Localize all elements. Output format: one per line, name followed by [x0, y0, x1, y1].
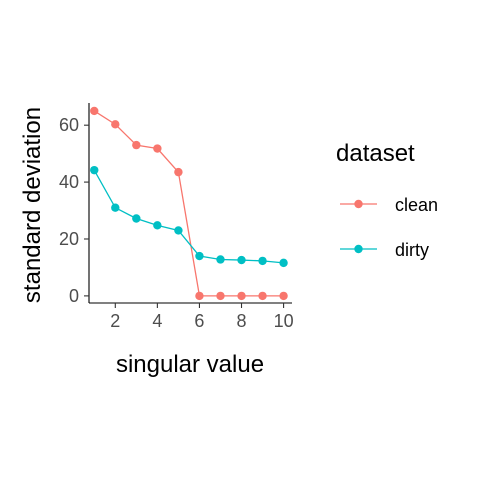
data-point-dirty: [258, 256, 267, 266]
data-point-dirty: [237, 255, 246, 265]
legend-key-point: [354, 199, 363, 209]
y-tick-label: 60: [59, 115, 79, 135]
x-tick-label: 6: [194, 311, 204, 331]
data-point-dirty: [174, 226, 183, 235]
x-tick-label: 2: [110, 311, 120, 331]
x-tick-label: 4: [152, 311, 162, 331]
x-tick-label: 10: [274, 311, 294, 331]
data-point-clean: [153, 144, 162, 153]
x-tick-label: 8: [237, 311, 247, 331]
data-point-clean: [111, 120, 120, 129]
data-point-clean: [195, 291, 204, 301]
series-dirty: [90, 165, 288, 268]
legend-title: dataset: [336, 140, 415, 167]
data-point-clean: [258, 291, 267, 301]
data-point-clean: [174, 167, 183, 177]
y-tick-label: 20: [59, 229, 79, 249]
y-axis-title: standard deviation: [19, 107, 46, 303]
legend-item-dirty: dirty: [340, 240, 429, 260]
y-tick-label: 0: [69, 286, 79, 306]
data-point-dirty: [132, 214, 141, 223]
x-axis-ticks: 2 4 6 8 10: [110, 303, 294, 331]
data-point-clean: [216, 291, 225, 301]
y-tick-label: 40: [59, 172, 79, 192]
data-point-clean: [132, 140, 141, 150]
x-axis-title: singular value: [116, 351, 264, 378]
data-point-clean: [90, 106, 99, 116]
data-point-clean: [237, 291, 246, 301]
series-layer: [90, 106, 288, 301]
data-point-dirty: [216, 255, 225, 264]
data-point-clean: [279, 291, 288, 301]
data-point-dirty: [279, 258, 288, 268]
series-line-clean: [93, 110, 284, 297]
legend-label: clean: [395, 195, 438, 215]
legend: dataset clean dirty: [336, 140, 438, 260]
data-point-dirty: [90, 165, 99, 175]
data-point-dirty: [153, 221, 162, 230]
y-axis-ticks: 0 20 40 60: [59, 115, 89, 306]
legend-item-clean: clean: [340, 195, 438, 215]
series-line-dirty: [93, 169, 284, 264]
legend-key-point: [354, 244, 363, 254]
legend-label: dirty: [395, 240, 429, 260]
series-clean: [90, 106, 288, 301]
data-point-dirty: [195, 251, 204, 261]
data-point-dirty: [111, 203, 120, 212]
